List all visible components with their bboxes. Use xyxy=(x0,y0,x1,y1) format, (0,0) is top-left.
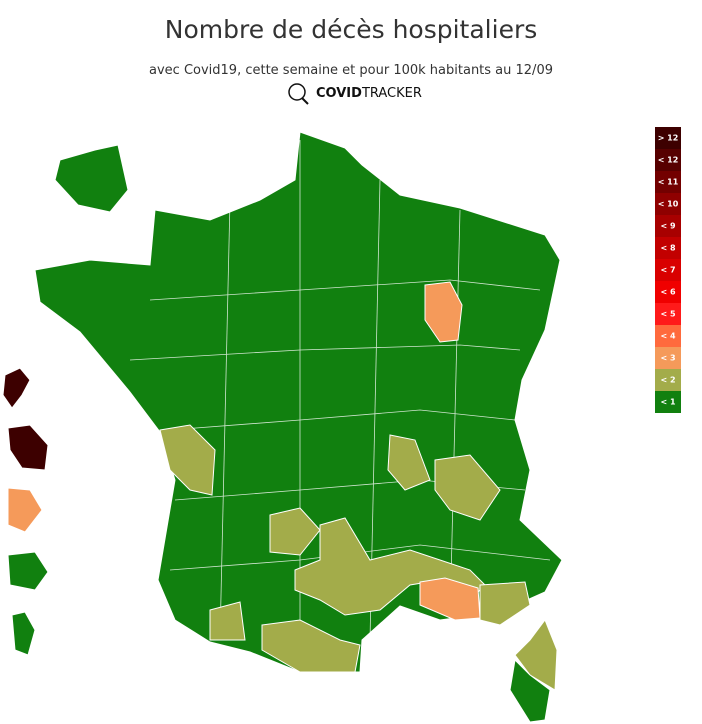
logo-bold: COVID xyxy=(316,86,362,101)
legend-swatch xyxy=(655,369,681,391)
legend-swatch xyxy=(655,259,681,281)
map xyxy=(2,131,563,723)
legend-label: < 5 xyxy=(660,310,675,319)
legend-swatch xyxy=(655,303,681,325)
subtitle: avec Covid19, cette semaine et pour 100k… xyxy=(149,63,553,78)
logo-light: TRACKER xyxy=(361,86,422,101)
legend-swatch xyxy=(655,193,681,215)
legend-swatch xyxy=(655,149,681,171)
legend-label: < 6 xyxy=(660,288,675,297)
legend: > 12 < 12 < 11 < 10 < 9 < 8 < 7 < 6 < 5 < 4 < 3 < 2… xyxy=(655,127,681,413)
logo: COVIDTRACKER xyxy=(288,83,422,105)
svg-text:COVIDTRACKER: COVIDTRACKER xyxy=(316,86,422,101)
legend-swatch xyxy=(655,325,681,347)
legend-swatch xyxy=(655,347,681,369)
legend-label: < 2 xyxy=(660,376,675,385)
legend-label: > 12 xyxy=(658,134,679,143)
legend-label: < 4 xyxy=(660,332,675,341)
legend-swatch xyxy=(655,391,681,413)
legend-swatch xyxy=(655,281,681,303)
legend-label: < 3 xyxy=(660,354,675,363)
legend-swatch xyxy=(655,127,681,149)
title: Nombre de décès hospitaliers xyxy=(165,15,538,44)
legend-swatch xyxy=(655,237,681,259)
legend-label: < 9 xyxy=(660,222,675,231)
legend-label: < 8 xyxy=(660,244,675,253)
legend-swatch xyxy=(655,215,681,237)
legend-label: < 10 xyxy=(658,200,679,209)
legend-label: < 1 xyxy=(660,398,675,407)
legend-swatch xyxy=(655,171,681,193)
legend-label: < 7 xyxy=(660,266,675,275)
legend-label: < 11 xyxy=(658,178,679,187)
legend-label: < 12 xyxy=(658,156,679,165)
